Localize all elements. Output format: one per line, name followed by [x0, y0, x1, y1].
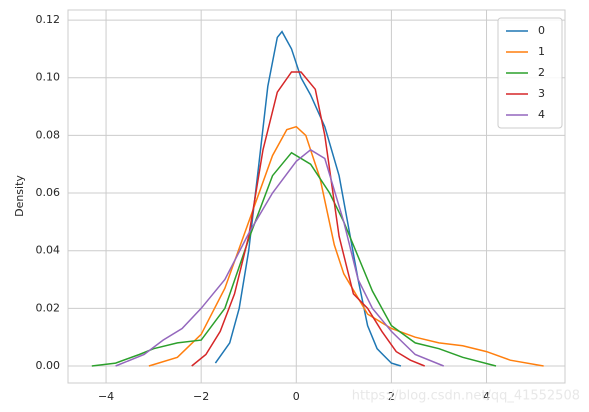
y-tick-label: 0.08 [36, 128, 61, 141]
kde-line [91, 151, 497, 367]
legend-box [497, 17, 563, 129]
y-tick-label: 0.12 [36, 13, 61, 26]
kde-line [191, 71, 425, 367]
kde-line [214, 30, 402, 367]
x-tick-label: 0 [293, 390, 300, 403]
legend-label: 3 [538, 87, 545, 100]
watermark: https://blog.csdn.net/qq_41552508 [352, 389, 580, 404]
x-tick-label: 2 [388, 390, 395, 403]
legend-label: 0 [538, 24, 545, 37]
y-tick-label: 0.02 [36, 301, 61, 314]
plot-frame [67, 9, 566, 384]
y-tick-label: 0.00 [36, 359, 61, 372]
x-tick-label: −2 [193, 390, 209, 403]
y-axis-label: Density [13, 175, 26, 217]
legend-label: 4 [538, 108, 545, 121]
y-tick-label: 0.10 [36, 71, 61, 84]
y-tick-label: 0.06 [36, 186, 61, 199]
kde-line [148, 125, 544, 367]
legend-label: 1 [538, 45, 545, 58]
plot-area: 0.00 0.02 0.04 0.06 0.08 0.10 0.12 −4 −2 0 2 4 0 1 2 3 4 [36, 10, 565, 403]
kde-line [115, 148, 444, 367]
x-tick-label: −4 [98, 390, 114, 403]
legend-label: 2 [538, 66, 545, 79]
x-tick-label: 4 [483, 390, 490, 403]
y-tick-label: 0.04 [36, 244, 61, 257]
